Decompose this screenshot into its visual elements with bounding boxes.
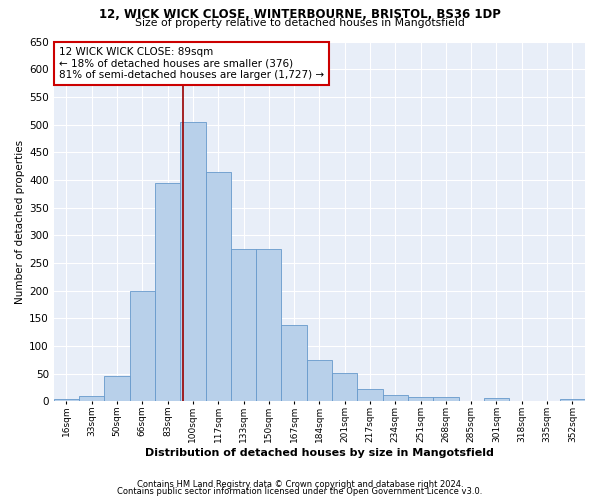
Text: 12, WICK WICK CLOSE, WINTERBOURNE, BRISTOL, BS36 1DP: 12, WICK WICK CLOSE, WINTERBOURNE, BRIST… xyxy=(99,8,501,20)
Bar xyxy=(256,249,281,402)
Text: Contains HM Land Registry data © Crown copyright and database right 2024.: Contains HM Land Registry data © Crown c… xyxy=(137,480,463,489)
Bar xyxy=(206,172,231,402)
Bar xyxy=(433,397,458,402)
Bar xyxy=(79,396,104,402)
Text: Contains public sector information licensed under the Open Government Licence v3: Contains public sector information licen… xyxy=(118,487,482,496)
Bar xyxy=(307,360,332,402)
Text: Size of property relative to detached houses in Mangotsfield: Size of property relative to detached ho… xyxy=(135,18,465,28)
Bar xyxy=(560,399,585,402)
Y-axis label: Number of detached properties: Number of detached properties xyxy=(15,140,25,304)
Bar xyxy=(155,182,180,402)
Bar xyxy=(104,376,130,402)
Bar xyxy=(281,325,307,402)
Text: 12 WICK WICK CLOSE: 89sqm
← 18% of detached houses are smaller (376)
81% of semi: 12 WICK WICK CLOSE: 89sqm ← 18% of detac… xyxy=(59,47,324,80)
Bar xyxy=(130,290,155,402)
Bar xyxy=(484,398,509,402)
Bar xyxy=(358,389,383,402)
Bar xyxy=(332,372,358,402)
Bar xyxy=(383,395,408,402)
X-axis label: Distribution of detached houses by size in Mangotsfield: Distribution of detached houses by size … xyxy=(145,448,494,458)
Bar xyxy=(231,249,256,402)
Bar xyxy=(408,397,433,402)
Bar xyxy=(180,122,206,402)
Bar xyxy=(54,398,79,402)
